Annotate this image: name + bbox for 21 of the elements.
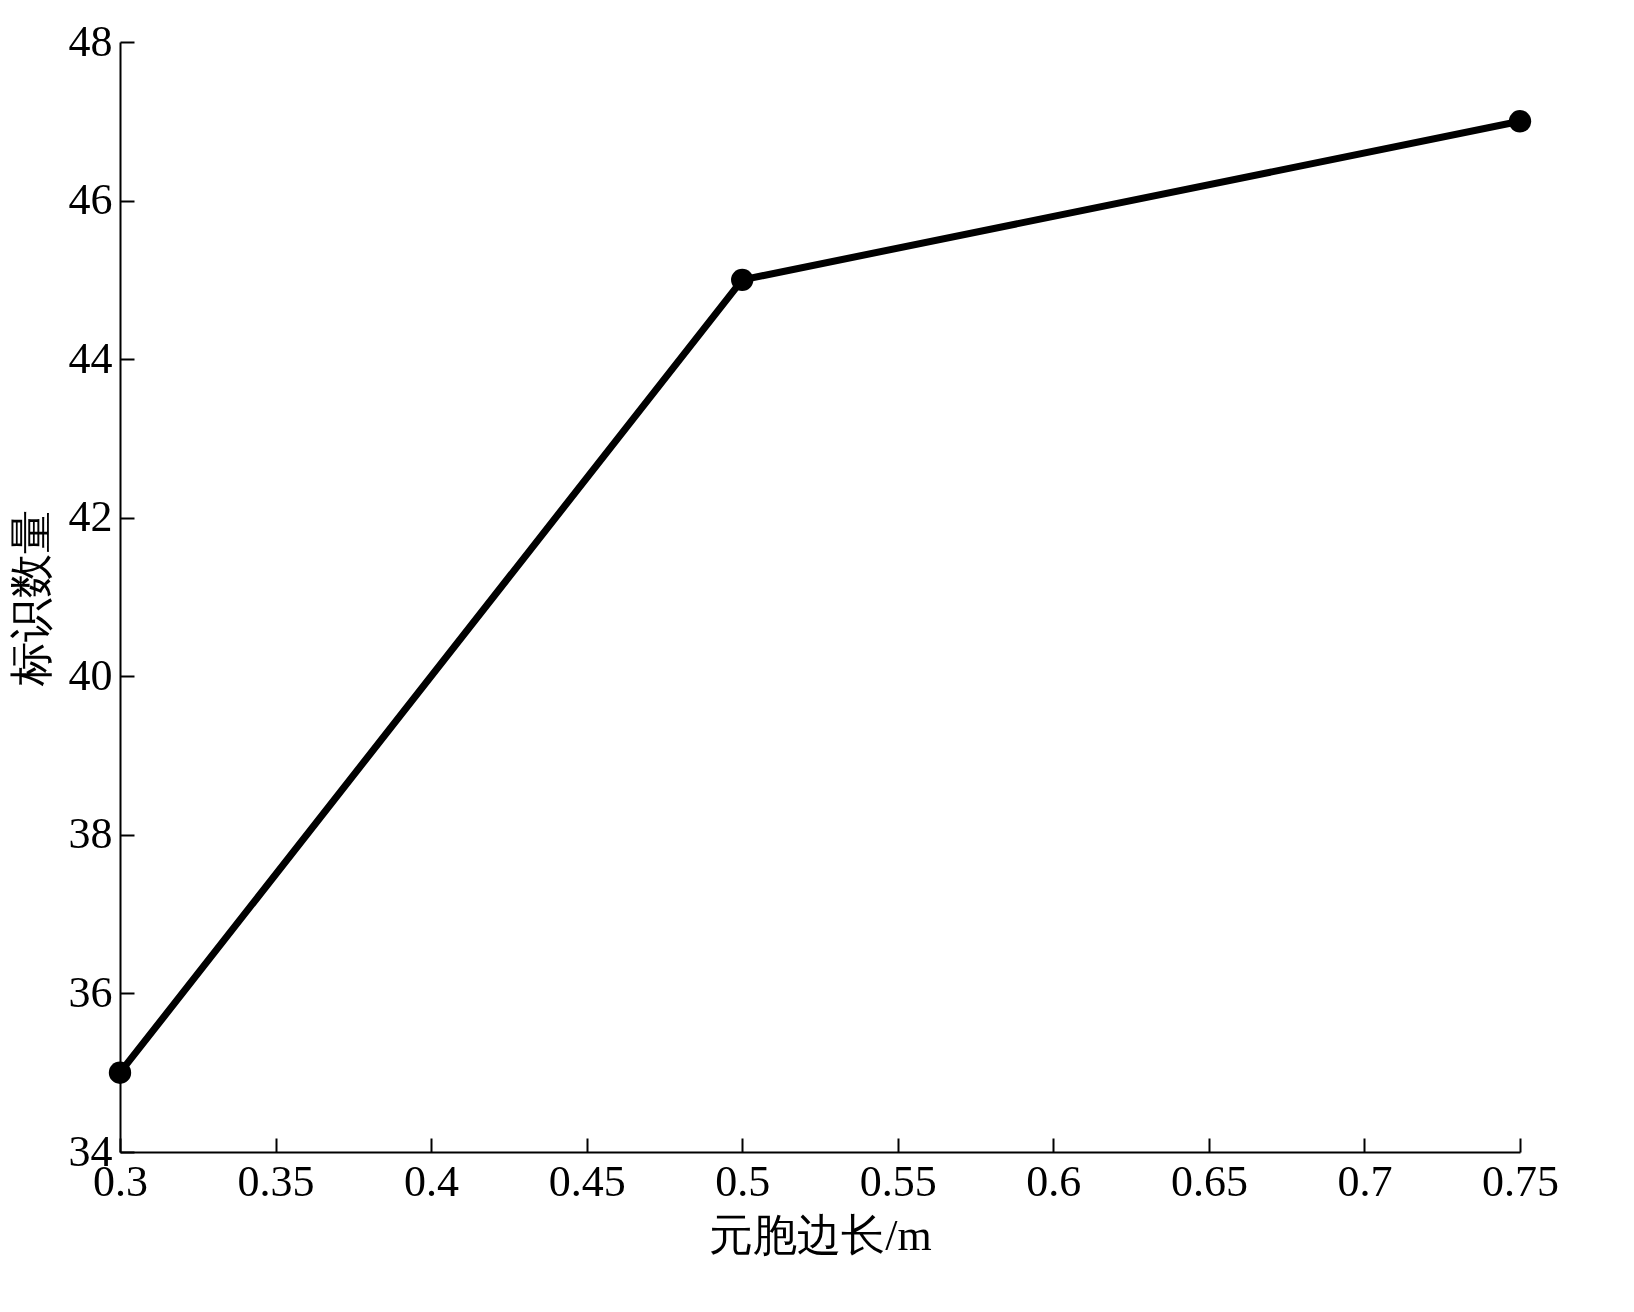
x-tick-label: 0.6 [1026, 1156, 1082, 1206]
x-tick-label: 0.45 [548, 1156, 626, 1206]
y-tick-label: 42 [68, 492, 113, 542]
x-axis-title: 元胞边长/m [709, 1210, 932, 1260]
x-tick-label: 0.75 [1482, 1156, 1559, 1206]
point [108, 1061, 132, 1084]
y-axis-title: 标识数量 [6, 509, 56, 687]
x-tick-label: 0.35 [237, 1156, 315, 1206]
point [1508, 110, 1532, 133]
y-tick-label: 46 [68, 175, 113, 225]
point [731, 268, 754, 292]
y-tick-label: 40 [68, 650, 113, 700]
x-tick-label: 0.4 [404, 1156, 460, 1206]
x-tick-label: 0.7 [1337, 1156, 1393, 1206]
x-tick-label: 0.5 [715, 1156, 771, 1206]
x-tick-label: 0.65 [1170, 1156, 1248, 1206]
x-tick-label: 0.55 [859, 1156, 937, 1206]
y-tick-label: 36 [68, 967, 113, 1017]
y-tick-label: 44 [68, 333, 113, 383]
y-tick-label: 48 [68, 16, 113, 66]
y-tick-label: 38 [68, 809, 113, 859]
